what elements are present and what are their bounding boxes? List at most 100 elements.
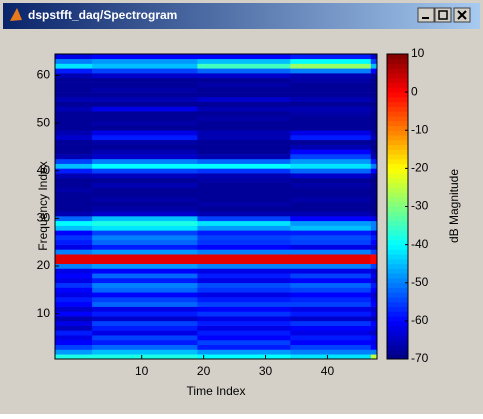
heatmap-cell (55, 139, 93, 145)
heatmap-cell (370, 230, 378, 236)
heatmap-cell (370, 125, 378, 131)
heatmap-cell (370, 173, 378, 179)
heatmap-cell (290, 268, 372, 274)
heatmap-cell (55, 87, 93, 93)
heatmap-cell (55, 158, 93, 164)
heatmap-cell (55, 125, 93, 131)
y-axis-label: Frequency Index (36, 161, 50, 250)
colorbar-swatch (387, 115, 408, 122)
heatmap-cell (55, 282, 93, 288)
heatmap-cell (55, 349, 93, 355)
heatmap-cell (370, 187, 378, 193)
colorbar-swatch (387, 239, 408, 246)
heatmap-cell (197, 68, 291, 74)
heatmap-cell (197, 125, 291, 131)
heatmap-cell (290, 206, 372, 212)
heatmap-cell (197, 163, 291, 169)
heatmap-cell (370, 211, 378, 217)
heatmap-cell (197, 216, 291, 222)
heatmap-cell (290, 77, 372, 83)
x-axis-label: Time Index (187, 384, 246, 398)
colorbar-swatch (387, 163, 408, 169)
title-bar (3, 3, 480, 29)
heatmap-cell (290, 330, 372, 336)
heatmap-cell (290, 220, 372, 226)
heatmap-cell (290, 201, 372, 207)
heatmap-cell (370, 301, 378, 307)
heatmap-cell (55, 249, 93, 255)
heatmap-cell (197, 101, 291, 107)
heatmap-cell (92, 211, 198, 217)
heatmap-cell (197, 292, 291, 298)
heatmap-cell (55, 263, 93, 269)
colorbar-swatch (387, 58, 408, 65)
colorbar-swatch (387, 158, 408, 165)
heatmap-cell (370, 316, 378, 322)
heatmap-cell (197, 254, 291, 260)
heatmap-cell (290, 144, 372, 150)
heatmap-cell (92, 144, 198, 150)
x-tick-label: 10 (135, 364, 149, 378)
heatmap-cell (92, 249, 198, 255)
colorbar-swatch (387, 254, 408, 260)
heatmap-cell (55, 273, 93, 279)
heatmap-cell (55, 325, 93, 331)
heatmap-cell (370, 330, 378, 336)
heatmap-cell (290, 292, 372, 298)
heatmap-cell (370, 354, 378, 360)
heatmap-cell (92, 201, 198, 207)
heatmap-cell (92, 220, 198, 226)
heatmap-cell (197, 139, 291, 145)
heatmap-cell (55, 320, 93, 326)
heatmap-cell (370, 139, 378, 145)
colorbar-swatch (387, 297, 408, 303)
heatmap-cell (370, 225, 378, 231)
heatmap-cell (55, 111, 93, 117)
heatmap-cell (197, 282, 291, 288)
colorbar-swatch (387, 282, 408, 289)
heatmap-cell (290, 187, 372, 193)
heatmap-cell (55, 54, 93, 60)
heatmap-cell (92, 163, 198, 169)
colorbar-swatch (387, 92, 408, 98)
heatmap-cell (55, 297, 93, 303)
heatmap-cell (55, 144, 93, 150)
heatmap-cell (197, 187, 291, 193)
colorbar-swatch (387, 187, 408, 193)
heatmap-cell (197, 87, 291, 93)
heatmap-cell (55, 77, 93, 83)
heatmap-cell (55, 306, 93, 312)
heatmap-cell (197, 230, 291, 236)
heatmap-cell (197, 316, 291, 322)
maximize-button[interactable] (434, 7, 452, 23)
x-tick-label: 40 (321, 364, 335, 378)
heatmap-cell (290, 235, 372, 241)
heatmap-cell (290, 158, 372, 164)
heatmap-cell (370, 111, 378, 117)
heatmap-cell (92, 139, 198, 145)
colorbar-swatch (387, 101, 408, 107)
heatmap-cell (55, 254, 93, 260)
heatmap-cell (92, 292, 198, 298)
heatmap-cell (197, 158, 291, 164)
heatmap-cell (370, 54, 378, 60)
heatmap-cell (290, 173, 372, 179)
heatmap-cell (290, 135, 372, 141)
heatmap-cell (197, 244, 291, 250)
heatmap-cell (370, 82, 378, 88)
heatmap-cell (92, 330, 198, 336)
colorbar-swatch (387, 287, 408, 293)
heatmap-cell (290, 130, 372, 136)
heatmap-cell (197, 149, 291, 155)
heatmap-cell (92, 268, 198, 274)
heatmap-cell (55, 187, 93, 193)
heatmap-cell (197, 320, 291, 326)
heatmap-cell (197, 277, 291, 284)
heatmap-cell (197, 311, 291, 317)
heatmap-cell (55, 101, 93, 107)
heatmap-cell (197, 115, 291, 122)
heatmap-cell (370, 220, 378, 226)
heatmap-cell (370, 73, 378, 79)
minimize-button[interactable] (417, 7, 435, 23)
